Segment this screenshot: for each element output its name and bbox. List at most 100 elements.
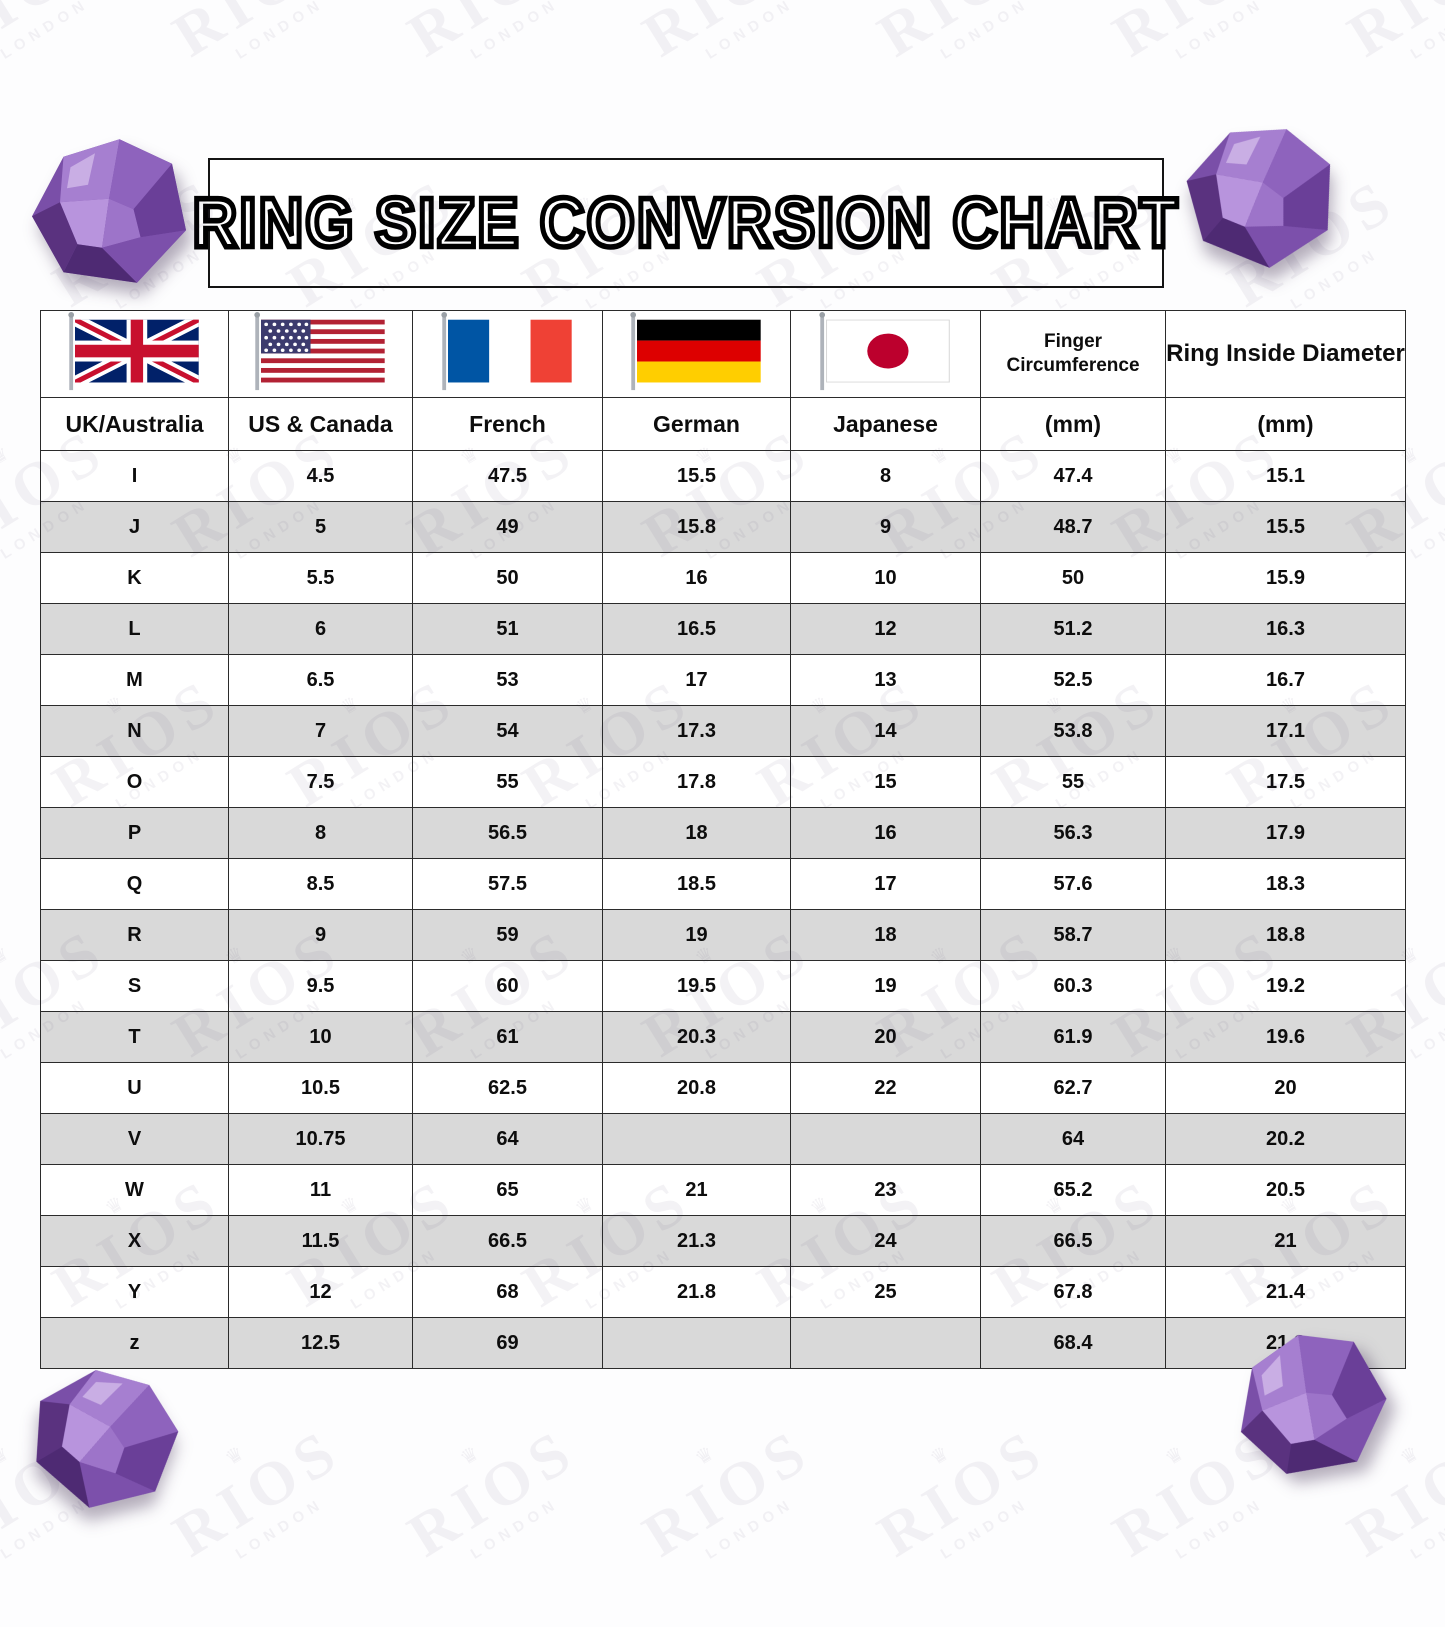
watermark-crown-icon: ♛ bbox=[456, 1442, 484, 1471]
table-cell: 59 bbox=[412, 909, 603, 961]
title-box: RING SIZE CONVRSION CHART bbox=[190, 158, 1180, 288]
table-cell: 21.4 bbox=[1165, 1266, 1406, 1318]
table-cell: 12 bbox=[790, 603, 981, 655]
table-cell bbox=[790, 1113, 981, 1165]
table-row: U 10.5 62.5 20.8 22 62.7 20 bbox=[40, 1062, 1406, 1114]
row-size-letter: z bbox=[40, 1317, 229, 1369]
table-row: Y 12 68 21.8 25 67.8 21.4 bbox=[40, 1266, 1406, 1318]
table-cell: 14 bbox=[790, 705, 981, 757]
table-cell: 56.3 bbox=[980, 807, 1166, 859]
table-row: Q 8.5 57.5 18.5 17 57.6 18.3 bbox=[40, 858, 1406, 910]
table-cell: 12 bbox=[228, 1266, 413, 1318]
table-cell: 10.5 bbox=[228, 1062, 413, 1114]
watermark-text-secondary: LONDON bbox=[1407, 494, 1445, 563]
column-label-uk-australia: UK/Australia bbox=[40, 397, 229, 451]
table-cell: 16.7 bbox=[1165, 654, 1406, 706]
watermark-text-secondary: LONDON bbox=[467, 0, 563, 63]
row-size-letter: M bbox=[40, 654, 229, 706]
table-row: R 9 59 19 18 58.7 18.8 bbox=[40, 909, 1406, 961]
table-cell: 12.5 bbox=[228, 1317, 413, 1369]
watermark-text-primary: RIOS bbox=[632, 0, 824, 70]
watermark-text-secondary: LONDON bbox=[467, 1494, 563, 1563]
watermark-text-secondary: LONDON bbox=[1407, 994, 1445, 1063]
table-cell: 18.5 bbox=[602, 858, 791, 910]
table-cell: 16 bbox=[602, 552, 791, 604]
row-size-letter: O bbox=[40, 756, 229, 808]
table-cell: 51.2 bbox=[980, 603, 1166, 655]
table-cell: 19.2 bbox=[1165, 960, 1406, 1012]
table-cell: 15.5 bbox=[602, 450, 791, 502]
column-label-finger-mm: (mm) bbox=[980, 397, 1166, 451]
table-cell: 21 bbox=[1165, 1215, 1406, 1267]
table-cell bbox=[602, 1317, 791, 1369]
table-cell: 17 bbox=[790, 858, 981, 910]
table-row: S 9.5 60 19.5 19 60.3 19.2 bbox=[40, 960, 1406, 1012]
table-cell: 20 bbox=[790, 1011, 981, 1063]
table-row: W 11 65 21 23 65.2 20.5 bbox=[40, 1164, 1406, 1216]
table-cell: 6.5 bbox=[228, 654, 413, 706]
table-cell: 55 bbox=[980, 756, 1166, 808]
table-cell: 69 bbox=[412, 1317, 603, 1369]
table-row: P 8 56.5 18 16 56.3 17.9 bbox=[40, 807, 1406, 859]
table-cell: 54 bbox=[412, 705, 603, 757]
column-label-japanese: Japanese bbox=[790, 397, 981, 451]
france-flag-cell bbox=[412, 310, 603, 398]
table-cell: 11 bbox=[228, 1164, 413, 1216]
table-cell: 19 bbox=[602, 909, 791, 961]
watermark-crown-icon: ♛ bbox=[1161, 1442, 1189, 1471]
table-row: N 7 54 17.3 14 53.8 17.1 bbox=[40, 705, 1406, 757]
table-cell: 17.8 bbox=[602, 756, 791, 808]
ring-inside-diameter-header: Ring Inside Diameter bbox=[1165, 310, 1406, 398]
watermark-text-secondary: LONDON bbox=[1172, 1494, 1268, 1563]
table-cell: 64 bbox=[980, 1113, 1166, 1165]
table-cell: 64 bbox=[412, 1113, 603, 1165]
watermark-text-secondary: LONDON bbox=[1407, 1494, 1445, 1563]
table-row: z 12.5 69 68.4 21.8 bbox=[40, 1317, 1406, 1369]
amethyst-crystal-top-left bbox=[32, 139, 186, 283]
watermark-text-primary: RIOS bbox=[396, 1415, 589, 1571]
row-size-letter: Q bbox=[40, 858, 229, 910]
watermark-crown-icon: ♛ bbox=[926, 1442, 954, 1471]
watermark-text-secondary: LONDON bbox=[937, 1494, 1033, 1563]
table-cell bbox=[602, 1113, 791, 1165]
watermark-text-primary: RIOS bbox=[1102, 0, 1294, 70]
watermark-text-primary: RIOS bbox=[631, 1415, 824, 1571]
table-cell: 9 bbox=[228, 909, 413, 961]
table-cell: 53 bbox=[412, 654, 603, 706]
watermark-text-secondary: LONDON bbox=[1407, 0, 1445, 63]
table-cell: 15 bbox=[790, 756, 981, 808]
table-cell: 57.6 bbox=[980, 858, 1166, 910]
table-cell: 66.5 bbox=[980, 1215, 1166, 1267]
table-cell: 18.8 bbox=[1165, 909, 1406, 961]
table-cell: 16.5 bbox=[602, 603, 791, 655]
table-cell: 55 bbox=[412, 756, 603, 808]
table-row: V 10.75 64 64 20.2 bbox=[40, 1113, 1406, 1165]
table-cell: 61 bbox=[412, 1011, 603, 1063]
table-cell: 65 bbox=[412, 1164, 603, 1216]
table-cell: 15.5 bbox=[1165, 501, 1406, 553]
uk-flag-cell bbox=[40, 310, 229, 398]
page-title: RING SIZE CONVRSION CHART bbox=[190, 182, 1180, 265]
row-size-letter: V bbox=[40, 1113, 229, 1165]
table-row: L 6 51 16.5 12 51.2 16.3 bbox=[40, 603, 1406, 655]
france-flag-icon bbox=[426, 311, 590, 392]
ring-size-table: Finger Circumference Ring Inside Diamete… bbox=[40, 310, 1406, 1369]
table-cell: 65.2 bbox=[980, 1164, 1166, 1216]
watermark-crown-icon: ♛ bbox=[0, 942, 14, 971]
table-cell: 16.3 bbox=[1165, 603, 1406, 655]
table-cell: 21.8 bbox=[602, 1266, 791, 1318]
table-cell: 15.9 bbox=[1165, 552, 1406, 604]
table-cell: 7 bbox=[228, 705, 413, 757]
finger-circumference-header: Finger Circumference bbox=[980, 310, 1166, 398]
table-cell: 49 bbox=[412, 501, 603, 553]
amethyst-crystal-top-right bbox=[1171, 108, 1349, 280]
table-row: O 7.5 55 17.8 15 55 17.5 bbox=[40, 756, 1406, 808]
